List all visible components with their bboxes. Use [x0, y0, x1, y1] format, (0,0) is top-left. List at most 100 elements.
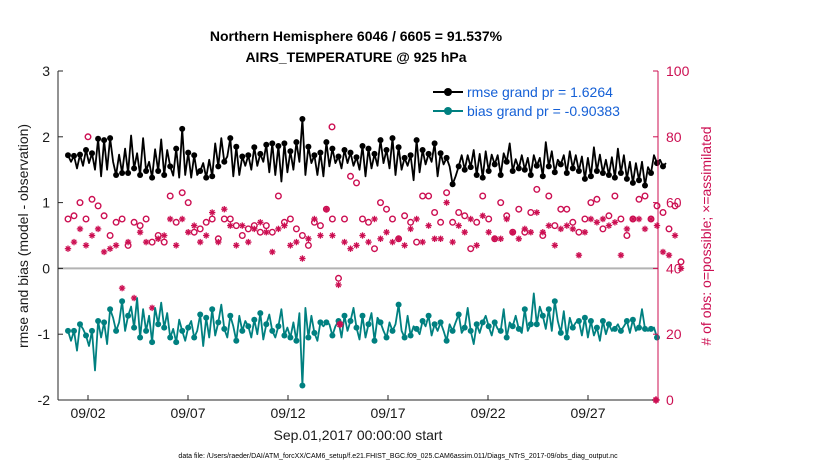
bias-point [401, 334, 408, 341]
bias-point [245, 323, 252, 330]
obs-assimilated-marker [287, 242, 294, 249]
bias-point [179, 327, 186, 334]
obs-assimilated-marker [371, 215, 378, 223]
rmse-point [425, 150, 432, 157]
rmse-point [221, 158, 228, 165]
obs-possible-marker [641, 192, 649, 200]
rmse-point [455, 163, 462, 170]
y-axis-left-label: rmse and bias (model - observation) [15, 124, 31, 348]
rmse-point [515, 165, 522, 172]
bias-point [642, 325, 648, 332]
obs-assimilated-marker [161, 232, 168, 239]
obs-possible-marker [304, 241, 312, 249]
obs-assimilated-marker [112, 242, 120, 249]
obs-possible-marker [533, 185, 541, 193]
obs-possible-marker [196, 225, 204, 233]
y-left-tick-label: 1 [42, 195, 50, 211]
rmse-point [503, 158, 510, 165]
rmse-point [311, 152, 318, 159]
rmse-point [389, 135, 396, 142]
obs-possible-marker [443, 189, 451, 197]
rmse-point [203, 174, 210, 181]
obs-assimilated-marker [311, 215, 318, 223]
obs-assimilated-marker [449, 238, 456, 246]
rmse-point [305, 143, 312, 150]
obs-possible-marker [485, 215, 493, 223]
obs-assimilated-marker [605, 222, 613, 229]
obs-possible-marker [142, 215, 150, 223]
obs-assimilated-marker [179, 215, 186, 223]
rmse-point [443, 154, 450, 161]
rmse-point [83, 147, 89, 153]
bias-point [473, 321, 480, 328]
bias-point [557, 329, 564, 336]
rmse-point [581, 175, 588, 182]
obs-possible-marker [286, 215, 294, 223]
obs-assimilated-marker [545, 222, 552, 229]
bias-point [257, 310, 264, 317]
bias-point [479, 319, 486, 326]
rmse-point [89, 150, 95, 157]
obs-assimilated-marker [263, 229, 270, 236]
rmse-point [317, 149, 324, 156]
obs-assimilated-marker [377, 235, 384, 242]
observation-count-layer [64, 172, 685, 312]
rmse-point [371, 150, 378, 157]
bias-point [155, 321, 162, 328]
y-right-tick-label: 40 [666, 260, 682, 276]
bias-point [443, 337, 450, 344]
bias-point [467, 327, 474, 334]
obs-assimilated-marker [257, 219, 264, 226]
bias-point [323, 319, 330, 326]
bias-point [503, 334, 510, 341]
bias-point [533, 321, 540, 328]
obs-assimilated-marker [251, 225, 258, 233]
obs-assimilated-marker [431, 235, 438, 242]
obs-assimilated-marker [677, 265, 685, 272]
rmse-point [215, 163, 222, 170]
bias-point [636, 324, 642, 331]
obs-assimilated-marker [233, 242, 240, 249]
bias-point [539, 312, 546, 319]
bias-point [419, 318, 426, 324]
rmse-point [605, 172, 612, 178]
obs-assimilated-marker [425, 222, 432, 229]
bias-point [491, 319, 498, 326]
obs-assimilated-marker [473, 242, 480, 249]
obs-assimilated-marker [124, 238, 132, 246]
obs-possible-marker [407, 218, 415, 226]
bias-point [371, 337, 378, 344]
obs-possible-marker [605, 212, 613, 220]
rmse-point [599, 170, 606, 176]
x-tick-label: 09/22 [470, 405, 505, 421]
rmse-point [569, 165, 576, 172]
obs-assimilated-marker [665, 252, 673, 259]
obs-possible-marker [569, 218, 577, 226]
bias-point [437, 319, 444, 326]
obs-possible-marker [401, 212, 409, 220]
obs-possible-marker [383, 205, 391, 213]
rmse-point [383, 147, 390, 153]
obs-possible-marker [677, 258, 685, 266]
obs-possible-marker [371, 245, 379, 253]
bias-point [305, 334, 312, 341]
obs-assimilated-marker [142, 238, 150, 246]
obs-assimilated-marker [167, 215, 174, 223]
bias-point [623, 318, 630, 324]
rmse-point [179, 125, 186, 132]
bias-point [227, 312, 234, 319]
highlight-marker [336, 320, 344, 328]
bias-point [269, 327, 276, 334]
bias-point [197, 311, 204, 318]
obs-assimilated-marker [173, 242, 180, 249]
rmse-point [642, 182, 648, 189]
obs-assimilated-marker [479, 212, 486, 219]
rmse-point [185, 149, 192, 156]
bias-point [461, 324, 468, 331]
bias-point [389, 327, 396, 334]
rmse-point [95, 135, 102, 142]
obs-possible-marker [593, 195, 601, 203]
obs-possible-marker [473, 218, 481, 226]
rmse-point [485, 168, 492, 174]
bias-point [311, 329, 318, 336]
